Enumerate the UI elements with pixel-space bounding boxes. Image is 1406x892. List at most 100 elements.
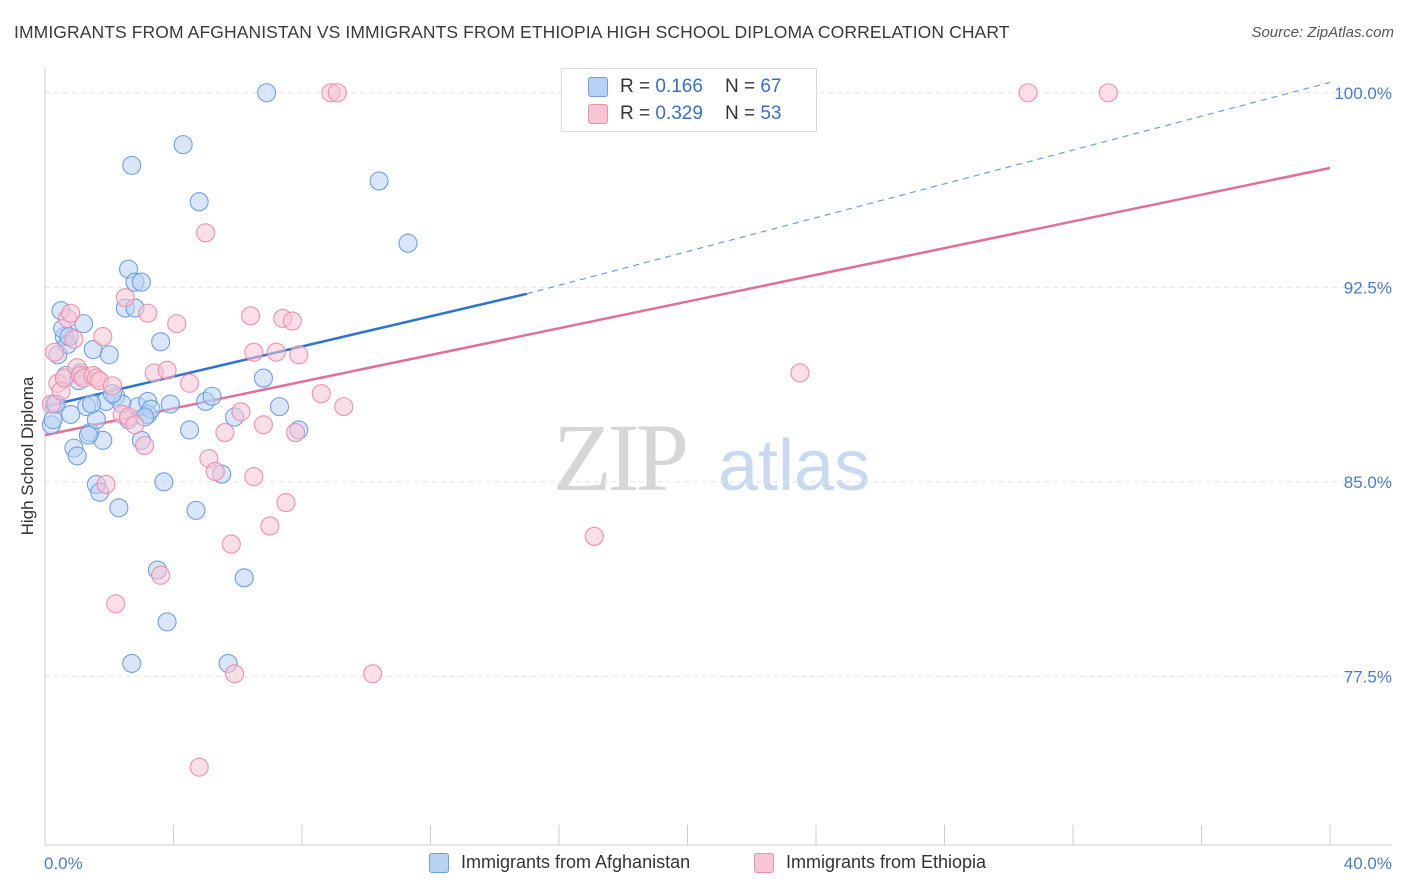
- afghanistan-point: [202, 386, 222, 406]
- legend-label: Immigrants from Afghanistan: [461, 852, 691, 872]
- ethiopia-point: [334, 397, 354, 417]
- afghanistan-swatch: [588, 77, 608, 97]
- ethiopia-point: [61, 303, 81, 323]
- ethiopia-point: [151, 565, 171, 585]
- watermark: ZIP atlas: [553, 404, 870, 511]
- gridlines: [45, 92, 1392, 677]
- ethiopia-point: [189, 757, 209, 777]
- ethiopia-point: [157, 360, 177, 380]
- n-value: 67: [760, 76, 782, 97]
- ethiopia-point: [138, 303, 158, 323]
- ethiopia-point: [96, 474, 116, 494]
- chart-title: IMMIGRANTS FROM AFGHANISTAN VS IMMIGRANT…: [14, 22, 1010, 42]
- ethiopia-point: [276, 493, 296, 513]
- afghanistan-point: [180, 420, 200, 440]
- legend-label: Immigrants from Ethiopia: [786, 852, 987, 872]
- afghanistan-point: [369, 171, 389, 191]
- ethiopia-point: [135, 435, 155, 456]
- afghanistan-point: [253, 368, 274, 388]
- y-tick-label: 85.0%: [1344, 473, 1392, 492]
- ethiopia-swatch: [754, 852, 774, 873]
- ethiopia-trend-line: [44, 166, 1331, 437]
- source-note: Source: ZipAtlas.com: [1251, 24, 1394, 41]
- ethiopia-swatch: [588, 104, 608, 124]
- ethiopia-point: [102, 376, 123, 396]
- r-value: 0.166: [655, 76, 703, 97]
- afghanistan-point: [157, 612, 177, 632]
- ethiopia-point: [205, 461, 225, 482]
- watermark-zip: ZIP: [553, 404, 686, 511]
- ethiopia-point: [1098, 83, 1118, 103]
- afghanistan-point: [82, 394, 102, 414]
- ethiopia-point: [215, 423, 235, 443]
- afghanistan-point: [99, 345, 119, 365]
- afghanistan-point: [122, 653, 142, 673]
- ethiopia-point: [241, 306, 261, 326]
- ethiopia-point: [311, 384, 331, 404]
- afghanistan-point: [257, 83, 277, 103]
- legend-row-afghanistan: R = 0.166 N = 67: [588, 74, 781, 100]
- afghanistan-point: [151, 332, 171, 352]
- data-points: [41, 83, 1118, 777]
- ethiopia-point: [106, 594, 126, 614]
- afghanistan-point: [234, 568, 254, 588]
- ethiopia-point: [41, 394, 61, 414]
- r-label: R =: [620, 76, 651, 97]
- ethiopia-point: [327, 83, 347, 103]
- afghanistan-point: [154, 472, 174, 492]
- x-tick-label: 40.0%: [1344, 854, 1392, 873]
- ethiopia-point: [790, 363, 810, 383]
- y-tick-label: 92.5%: [1344, 278, 1392, 297]
- ethiopia-point: [125, 415, 145, 435]
- afghanistan-point: [131, 272, 151, 292]
- afghanistan-point: [61, 404, 81, 424]
- ethiopia-point: [282, 311, 302, 331]
- afghanistan-point: [78, 425, 98, 445]
- ethiopia-point: [196, 223, 216, 243]
- ethiopia-point: [363, 664, 383, 684]
- ethiopia-point: [224, 664, 245, 684]
- ethiopia-point: [45, 342, 65, 362]
- afghanistan-point: [160, 394, 180, 414]
- afghanistan-swatch: [429, 852, 449, 873]
- n-value: 53: [760, 103, 782, 124]
- ethiopia-point: [64, 329, 84, 349]
- ethiopia-point: [180, 373, 200, 393]
- n-label: N =: [724, 103, 756, 124]
- afghanistan-point: [173, 135, 193, 155]
- afghanistan-point: [186, 500, 206, 520]
- bottom-legend-afghanistan: Immigrants from Afghanistan: [429, 852, 690, 873]
- r-value: 0.329: [655, 103, 703, 124]
- afghanistan-point: [398, 233, 418, 253]
- ethiopia-point: [286, 423, 306, 443]
- ethiopia-point: [266, 342, 286, 362]
- watermark-atlas: atlas: [718, 426, 870, 506]
- ethiopia-point: [244, 467, 264, 487]
- ethiopia-point: [167, 314, 187, 334]
- stats-legend: R = 0.166 N = 67 R = 0.329 N = 53: [561, 68, 817, 132]
- ethiopia-point: [115, 288, 135, 308]
- afghanistan-point: [189, 192, 209, 212]
- afghanistan-point: [67, 446, 87, 466]
- ethiopia-point: [231, 402, 251, 422]
- afghanistan-trend-line: [44, 292, 528, 408]
- trend-lines: [44, 81, 1331, 437]
- tick-labels: 77.5% 85.0% 92.5% 100.0% 0.0% 40.0%: [44, 84, 1392, 873]
- bottom-legend-ethiopia: Immigrants from Ethiopia: [754, 852, 986, 873]
- ethiopia-point: [260, 516, 280, 536]
- afghanistan-point: [122, 155, 142, 175]
- ethiopia-point: [584, 526, 604, 546]
- r-label: R =: [620, 103, 651, 124]
- legend-row-ethiopia: R = 0.329 N = 53: [588, 101, 781, 127]
- ethiopia-point: [93, 327, 113, 347]
- ethiopia-point: [244, 342, 264, 362]
- n-label: N =: [724, 76, 756, 97]
- ethiopia-point: [221, 534, 241, 554]
- afghanistan-point: [269, 397, 290, 417]
- ethiopia-point: [253, 415, 274, 435]
- afghanistan-point: [109, 498, 129, 518]
- axes: [44, 68, 1392, 846]
- x-tick-label: 0.0%: [44, 854, 83, 873]
- ethiopia-point: [1018, 83, 1038, 103]
